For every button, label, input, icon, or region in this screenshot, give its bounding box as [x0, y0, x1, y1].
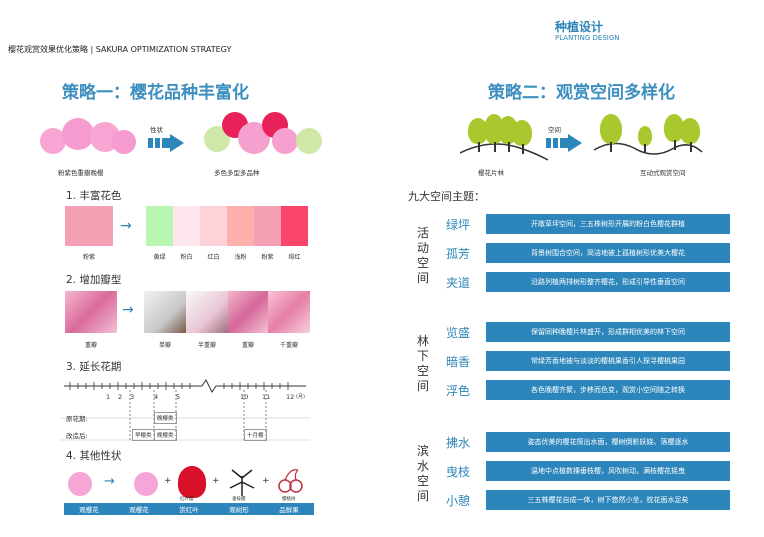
- badge-october: 十月樱: [244, 429, 267, 441]
- color-swatch: [146, 206, 173, 246]
- tick-2: 2: [118, 393, 123, 401]
- tick-3: 3: [130, 393, 135, 401]
- space-theme-description: 各色晚樱齐聚，步移而色变，观赏小空间随之转换: [486, 380, 730, 400]
- s1-heading: 1. 丰富花色: [66, 190, 122, 202]
- flower-icon: [68, 472, 92, 496]
- arrow-icon: →: [122, 302, 134, 318]
- color-swatch-label: 红白: [207, 254, 220, 261]
- red-leaf-label: 红叶樱: [180, 497, 194, 502]
- space-theme-description: 沿路列植两排树形整齐樱花，形成引导性垂直空间: [486, 272, 730, 292]
- base-petal-label: 重瓣: [84, 342, 97, 349]
- flowering-timeline: [60, 379, 310, 441]
- tick-12: 12: [286, 393, 295, 401]
- strategy-two-title: 策略二：观赏空间多样化: [488, 83, 675, 103]
- space-theme-description: 开敞草坪空间，三五株树形开展的粉白色樱花群植: [486, 214, 730, 234]
- red-leaf-icon: [178, 466, 206, 498]
- space-theme-name: 绿坪: [446, 218, 471, 232]
- space-category-label: 活动空间: [416, 226, 429, 285]
- space-theme-description: 保留同种晚樱片林盛开，形成群相优美的林下空间: [486, 322, 730, 342]
- badge-early: 早樱类: [132, 429, 155, 441]
- tick-1: 1: [106, 393, 111, 401]
- strategy-one-title: 策略一：樱花品种丰富化: [62, 83, 249, 103]
- s3-heading: 3. 延长花期: [66, 361, 122, 373]
- row-modified-label: 改造后:: [66, 432, 88, 440]
- color-swatch-label: 黄绿: [153, 254, 166, 261]
- right-from-label: 樱花片林: [478, 169, 504, 177]
- footer-label: 观树形: [229, 506, 249, 514]
- single-petal-photo: [144, 291, 186, 333]
- header-subtitle: PLANTING DESIGN: [555, 34, 620, 42]
- space-theme-description: 温地中点植数棵垂枝樱，风吹树动，满枝樱花摇曳: [486, 461, 730, 481]
- plus-icon: +: [212, 476, 220, 486]
- space-theme-name: 览盛: [446, 326, 471, 340]
- semi-double-petal-photo: [186, 291, 228, 333]
- base-color-swatch: [65, 206, 113, 246]
- space-theme-name: 暗香: [446, 355, 471, 369]
- top-label: 樱花观赏效果优化策略 | SAKURA OPTIMIZATION STRATEG…: [8, 45, 232, 54]
- s4-heading: 4. 其他性状: [66, 450, 122, 462]
- badge-late: 晚樱类: [154, 429, 177, 441]
- space-theme-description: 常绿芳香地被与淡淡的樱桃果香引人探寻樱桃果园: [486, 351, 730, 371]
- petal-label-thousand: 千重瓣: [279, 342, 298, 349]
- color-swatch-label: 粉紫: [261, 254, 274, 261]
- arrow-right-icon: [148, 134, 184, 152]
- space-theme-description: 背景树围合空间，简洁地被上孤植树形优美大樱花: [486, 243, 730, 263]
- space-theme-name: 小憩: [446, 494, 471, 508]
- badge-original-late: 晚樱类: [154, 412, 177, 424]
- tick-4: 4: [154, 393, 159, 401]
- to-label: 多色多型多品种: [214, 169, 260, 177]
- cherry-fruit-label: 樱桃树: [282, 497, 296, 502]
- color-swatch: [200, 206, 227, 246]
- color-swatch: [173, 206, 200, 246]
- double-petal-photo: [65, 291, 117, 333]
- right-to-label: 互动式观赏空间: [640, 169, 686, 177]
- space-theme-name: 浮色: [446, 384, 471, 398]
- footer-label: 品鲜果: [279, 506, 299, 514]
- weeping-tree-icon: [228, 466, 256, 496]
- petal-label-double: 重瓣: [241, 342, 254, 349]
- space-theme-description: 姿态优美的樱花探出水面，樱树倒影妖娆、落樱逐水: [486, 432, 730, 452]
- s2-heading: 2. 增加瓣型: [66, 274, 122, 286]
- color-swatch-label: 绯红: [288, 254, 301, 261]
- color-swatch-label: 粉白: [180, 254, 193, 261]
- petal-label-single: 单瓣: [158, 342, 171, 349]
- other-traits-footer: 观樱花 观樱花 赏红叶 观树形 品鲜果: [64, 503, 314, 515]
- tick-11: 11: [262, 393, 271, 401]
- double-petal-photo-2: [228, 291, 268, 333]
- space-theme-name: 夹道: [446, 276, 471, 290]
- tick-10: 10: [240, 393, 249, 401]
- from-label: 粉紫色重瓣晚樱: [58, 169, 104, 177]
- flower-icon-2: [134, 472, 158, 496]
- color-swatch: [227, 206, 254, 246]
- petal-label-semi: 半重瓣: [197, 342, 216, 349]
- arrow-label: 性状: [150, 126, 163, 134]
- space-theme-name: 孤芳: [446, 247, 471, 261]
- space-theme-description: 三五株樱花自成一体，树下悠然小坐，枕花面水足矣: [486, 490, 730, 510]
- arrow-icon: →: [120, 218, 132, 234]
- color-swatch-label: 浅粉: [234, 254, 247, 261]
- thousand-petal-photo: [268, 291, 310, 333]
- themes-heading: 九大空间主题：: [408, 190, 485, 203]
- right-arrow-label: 空间: [548, 126, 561, 134]
- space-theme-name: 曳枝: [446, 465, 471, 479]
- arrow-right-icon: [546, 134, 582, 152]
- footer-label: 观樱花: [129, 506, 149, 514]
- footer-label: 观樱花: [79, 506, 99, 514]
- cherry-fruit-icon: [276, 466, 304, 496]
- space-category-label: 滨水空间: [416, 444, 429, 503]
- color-swatch: [254, 206, 281, 246]
- plus-icon: +: [164, 476, 172, 486]
- footer-label: 赏红叶: [179, 506, 199, 514]
- weeping-tree-label: 垂枝樱: [232, 497, 246, 502]
- space-theme-name: 拂水: [446, 436, 471, 450]
- base-color-label: 粉紫: [82, 254, 95, 261]
- tick-5: 5: [176, 393, 181, 401]
- plus-icon: +: [262, 476, 270, 486]
- space-category-label: 林下空间: [416, 334, 429, 393]
- row-original-label: 原花期:: [66, 415, 88, 423]
- arrow-icon: →: [104, 474, 115, 489]
- header-title: 种植设计: [555, 20, 604, 34]
- tick-unit: (月): [296, 394, 305, 400]
- color-swatch: [281, 206, 308, 246]
